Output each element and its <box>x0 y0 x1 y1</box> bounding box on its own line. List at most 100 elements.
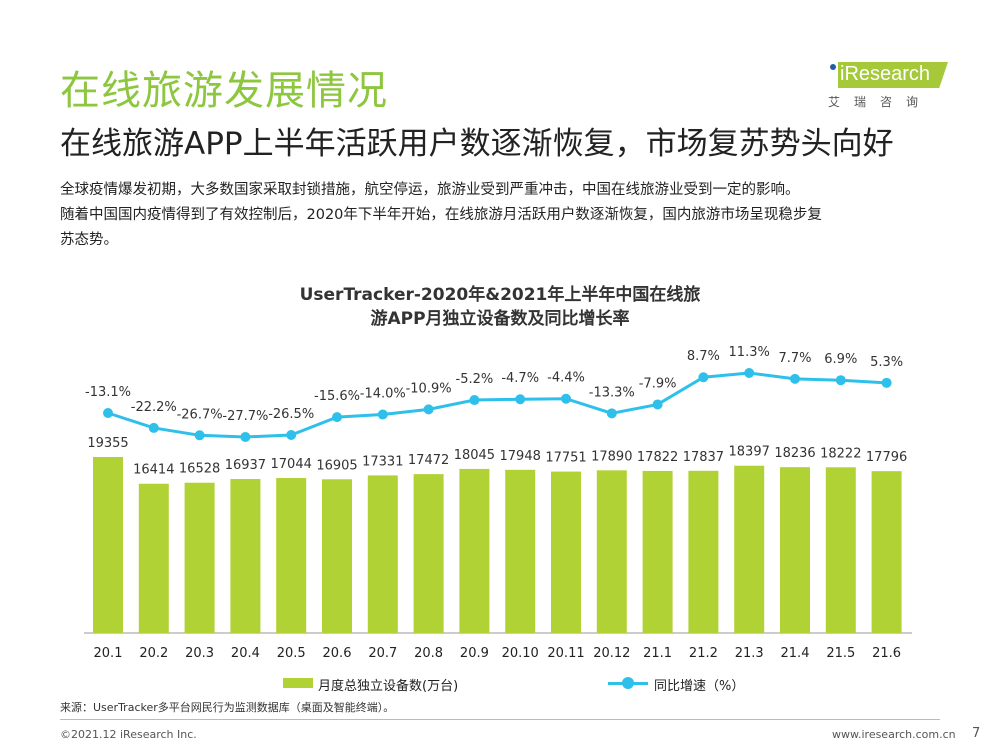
growth-value-label: 8.7% <box>687 349 720 364</box>
chart-title-line: 游APP月独立设备数及同比增长率 <box>370 309 630 329</box>
x-tick-label: 21.6 <box>872 646 901 661</box>
growth-value-label: 11.3% <box>729 345 770 360</box>
x-tick-label: 21.5 <box>826 646 855 661</box>
website-link[interactable]: www.iresearch.com.cn <box>832 728 956 741</box>
bar-value-label: 16937 <box>225 458 266 473</box>
growth-value-label: -14.0% <box>360 386 406 401</box>
x-tick-label: 20.9 <box>460 646 489 661</box>
growth-value-label: -26.7% <box>177 407 223 422</box>
growth-value-label: 5.3% <box>870 355 903 370</box>
bar-value-label: 18222 <box>820 446 861 461</box>
growth-value-label: -5.2% <box>456 372 494 387</box>
growth-value-label: -7.9% <box>639 376 677 391</box>
bar <box>413 474 444 633</box>
x-tick-label: 20.1 <box>94 646 123 661</box>
x-tick-label: 20.12 <box>593 646 630 661</box>
growth-point <box>194 430 205 441</box>
bar-value-label: 16414 <box>133 463 174 478</box>
bar <box>780 467 810 633</box>
growth-point <box>377 409 388 420</box>
growth-value-label: -22.2% <box>131 400 177 415</box>
x-tick-label: 20.7 <box>368 646 397 661</box>
growth-point <box>561 393 571 404</box>
bar <box>551 471 581 633</box>
copyright: ©2021.12 iResearch Inc. <box>60 728 197 741</box>
description-line: 全球疫情爆发初期，大多数国家采取封锁措施，航空停运，旅游业受到严重冲击，中国在线… <box>60 182 800 198</box>
x-tick-label: 20.5 <box>277 646 306 661</box>
bar <box>825 467 856 633</box>
growth-point <box>835 375 846 386</box>
growth-point <box>606 408 617 419</box>
growth-value-label: -26.5% <box>268 407 314 422</box>
bar-value-label: 17472 <box>408 453 449 468</box>
x-tick-label: 20.3 <box>185 646 214 661</box>
x-tick-label: 20.4 <box>231 646 260 661</box>
legend-line-label: 同比增速（%） <box>654 679 745 694</box>
bar <box>596 470 627 633</box>
bar-value-label: 17948 <box>500 449 541 464</box>
bar <box>93 457 123 633</box>
bar <box>322 479 352 633</box>
bar <box>459 468 490 633</box>
growth-value-label: -13.1% <box>85 385 131 400</box>
x-tick-label: 21.1 <box>643 646 672 661</box>
legend-bar-label: 月度总独立设备数(万台) <box>318 679 459 694</box>
footer-divider <box>60 719 940 720</box>
bar-value-label: 17890 <box>591 449 632 464</box>
legend-bar-swatch <box>283 678 313 688</box>
x-tick-label: 20.2 <box>139 646 168 661</box>
bar <box>230 478 261 633</box>
growth-line <box>107 371 887 439</box>
growth-point <box>790 373 800 384</box>
bar <box>688 470 719 633</box>
growth-value-label: -13.3% <box>589 385 635 400</box>
growth-value-label: -4.7% <box>501 371 539 386</box>
x-tick-label: 21.3 <box>735 646 764 661</box>
bar-value-label: 19355 <box>87 436 128 451</box>
bar-value-label: 18236 <box>774 446 815 461</box>
growth-point <box>515 394 526 405</box>
x-tick-label: 21.4 <box>781 646 810 661</box>
growth-point <box>103 408 113 418</box>
bar-value-label: 18397 <box>729 445 770 460</box>
bar-value-label: 18045 <box>454 448 495 463</box>
page-title: 在线旅游发展情况 <box>60 68 388 114</box>
growth-point <box>744 367 755 378</box>
growth-point <box>469 395 480 406</box>
growth-point <box>652 399 663 410</box>
growth-value-label: -10.9% <box>406 381 452 396</box>
growth-value-label: -27.7% <box>222 409 268 424</box>
growth-point <box>332 412 342 423</box>
bar-value-label: 17044 <box>271 457 312 472</box>
growth-value-label: -15.6% <box>314 389 360 404</box>
growth-point <box>286 429 297 440</box>
bar <box>734 465 765 633</box>
growth-point <box>881 377 892 388</box>
bar <box>505 469 536 633</box>
page-subtitle: 在线旅游APP上半年活跃用户数逐渐恢复，市场复苏势头向好 <box>60 126 894 162</box>
bar-value-label: 17796 <box>866 450 907 465</box>
bar <box>367 475 398 633</box>
bar-value-label: 17822 <box>637 450 678 465</box>
chart-title: UserTracker-2020年&2021年上半年中国在线旅 游APP月独立设… <box>250 283 750 331</box>
bar-value-label: 17751 <box>545 451 586 466</box>
chart-title-line: UserTracker-2020年&2021年上半年中国在线旅 <box>299 285 701 305</box>
x-tick-label: 20.6 <box>323 646 352 661</box>
growth-point <box>423 404 434 415</box>
x-tick-label: 21.2 <box>689 646 718 661</box>
growth-point <box>698 372 709 383</box>
description-line: 随着中国国内疫情得到了有效控制后，2020年下半年开始，在线旅游月活跃用户数逐渐… <box>60 207 822 223</box>
iresearch-logo: 艾瑞咨询 iResearch <box>828 62 948 110</box>
bar <box>184 482 215 633</box>
source-note: 来源：UserTracker多平台网民行为监测数据库（桌面及智能终端）。 <box>60 701 395 714</box>
legend-line-marker <box>622 677 634 689</box>
growth-value-label: 6.9% <box>824 352 857 367</box>
bar <box>138 483 169 633</box>
growth-point <box>240 431 251 442</box>
bar-value-label: 17331 <box>362 454 403 469</box>
description-line: 苏态势。 <box>60 232 118 248</box>
growth-point <box>148 422 159 433</box>
bar <box>276 478 307 633</box>
